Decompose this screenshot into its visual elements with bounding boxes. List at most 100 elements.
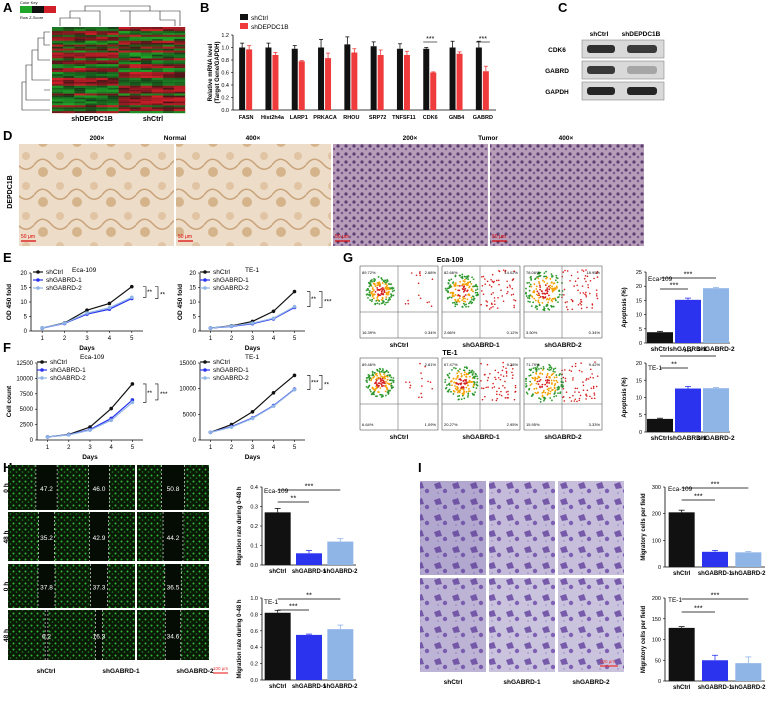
flow-event: [548, 387, 550, 390]
flow-event: [375, 379, 378, 382]
data-point: [271, 316, 276, 321]
y-tick-label: 20: [636, 284, 642, 290]
transwell-col-label: shGABRD-1: [503, 679, 541, 686]
y-tick-label: 2500: [20, 423, 34, 429]
sig-label: **: [160, 292, 166, 299]
flow-event: [535, 382, 538, 385]
heatmap-cell: [151, 58, 164, 61]
flow-event: [374, 373, 377, 376]
flow-event: [370, 378, 373, 381]
flow-event: [557, 301, 559, 304]
flow-event: [409, 386, 411, 389]
sig-label: ***: [305, 482, 314, 491]
heatmap-cell: [140, 97, 153, 100]
heatmap-cell: [107, 109, 119, 112]
heatmap-cell: [162, 83, 175, 86]
flow-event: [528, 295, 531, 298]
flow-event: [389, 287, 392, 290]
flow-event: [466, 284, 469, 287]
flow-event: [573, 400, 576, 402]
flow-event: [543, 272, 546, 275]
flow-event: [539, 286, 542, 289]
heatmap-cell: [151, 83, 164, 86]
flow-event: [461, 283, 464, 286]
flow-event: [566, 270, 569, 272]
flow-event: [502, 269, 505, 271]
flow-event: [571, 300, 574, 303]
panel-G: G Eca-109 TE-1 89.72% 2.68%16.39% 0.34%shC…: [343, 250, 735, 442]
heatmap-cell: [52, 95, 64, 98]
heatmap-cell: [85, 93, 97, 96]
y-tick-label: 0.8: [221, 58, 229, 64]
heatmap-cell: [162, 73, 175, 77]
flow-event: [507, 393, 509, 396]
flow-event: [378, 371, 381, 373]
blot-lane-label: shCtrl: [590, 31, 609, 38]
blot-band-kd: [627, 45, 657, 53]
flow-event: [555, 285, 558, 288]
flow-event: [505, 372, 508, 374]
heatmap-cell: [52, 44, 64, 47]
heatmap-cell: [85, 40, 97, 43]
bar: [298, 61, 305, 110]
flow-event: [382, 384, 385, 387]
ihc-tumor-400x-image: [490, 144, 644, 246]
heatmap-cell: [129, 93, 141, 96]
heatmap-cell: [107, 99, 119, 102]
flow-event: [507, 290, 509, 293]
data-point: [229, 324, 234, 328]
flow-event: [592, 387, 595, 390]
flow-event: [539, 296, 542, 298]
flow-col-label: shGABRD-2: [544, 342, 582, 349]
y-axis-label: Migratory cells per field: [641, 493, 647, 561]
heatmap-cell: [129, 58, 141, 61]
blot-band-kd: [627, 66, 657, 74]
x-tick-label: 1: [41, 336, 45, 342]
flow-event: [557, 392, 559, 395]
x-tick-label: shGABRD-1: [698, 571, 733, 577]
flow-event: [535, 368, 538, 371]
heatmap-cell: [151, 50, 164, 53]
x-tick-label: shGABRD-1: [698, 685, 733, 691]
wound-width-value: 50.8: [167, 486, 180, 493]
x-tick-label: shGABRD-1: [669, 435, 707, 442]
heatmap-cell: [52, 54, 64, 57]
flow-event: [373, 393, 375, 396]
heatmap-cell: [151, 48, 164, 51]
wound-gap: [45, 610, 48, 660]
flow-event: [384, 370, 387, 373]
heatmap-cell: [129, 66, 141, 69]
panel-label-C: C: [558, 0, 568, 15]
x-tick-label: 1: [46, 445, 50, 451]
flow-event: [525, 380, 527, 382]
flow-event: [467, 305, 470, 308]
transwell-stain: [558, 578, 624, 672]
flow-event: [551, 382, 553, 384]
heatmap-cell: [85, 34, 97, 38]
heatmap-cell: [107, 107, 119, 110]
legend-label: shCtrl: [213, 359, 231, 366]
flow-event: [480, 380, 482, 382]
flow-event: [453, 390, 456, 393]
flow-event: [539, 398, 542, 401]
flow-event: [543, 292, 545, 295]
flow-event: [484, 278, 486, 280]
wound-col-label: shCtrl: [37, 668, 56, 675]
flow-event: [538, 275, 541, 278]
flow-event: [376, 302, 379, 305]
flow-event: [377, 386, 379, 388]
flow-event: [468, 285, 471, 288]
heatmap-cell: [118, 81, 130, 84]
heatmap-cell: [173, 71, 186, 75]
heatmap-cell: [151, 99, 164, 102]
chart-title: Eca-109: [264, 488, 289, 495]
flow-event: [454, 303, 457, 306]
sig-label: ***: [479, 36, 487, 43]
heatmap-cell: [107, 44, 119, 47]
flow-event: [493, 300, 496, 302]
flow-event: [502, 375, 505, 377]
blot-band-kd: [627, 87, 657, 95]
flow-event: [554, 367, 557, 370]
wound-gap: [88, 465, 110, 510]
